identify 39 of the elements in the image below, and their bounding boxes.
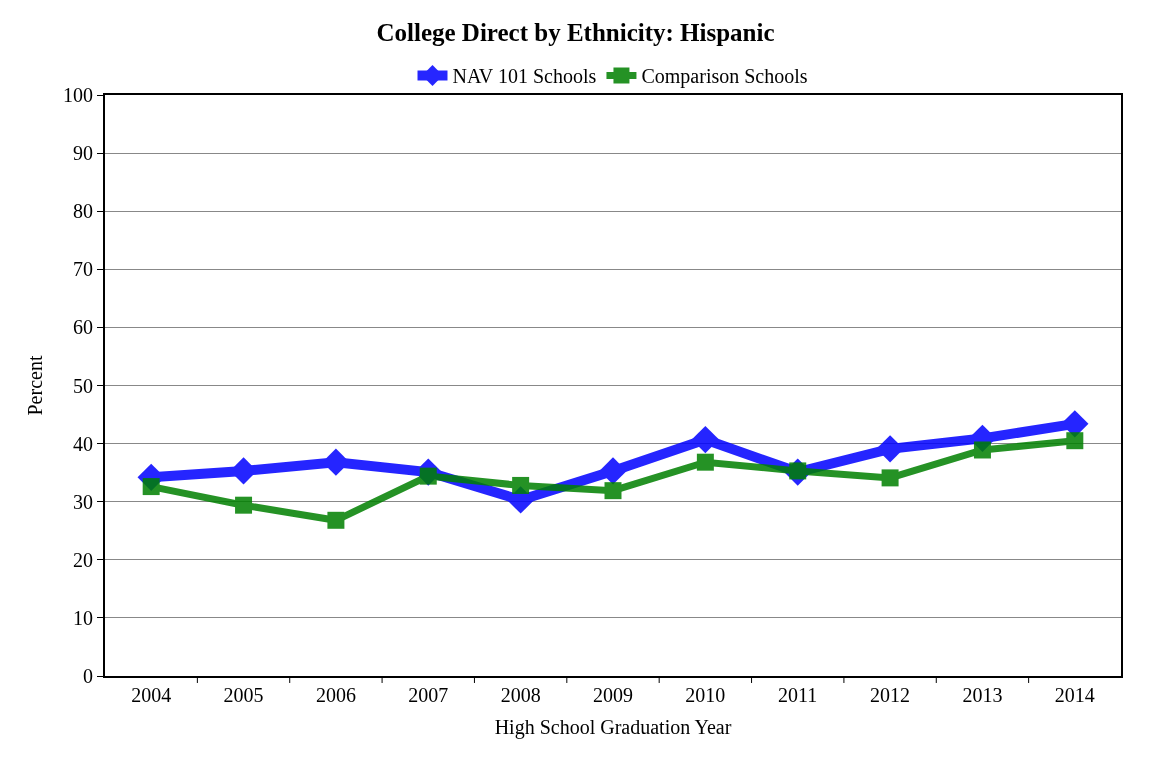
y-tick-label: 20 [73,548,93,571]
y-tick-label: 60 [73,316,93,339]
y-tick-label: 0 [83,665,93,687]
point [876,435,904,463]
x-tick-label: 2007 [408,684,449,706]
x-tick-label: 2004 [131,684,172,706]
x-tick-label: 2012 [870,684,911,706]
x-tick-label: 2010 [685,684,726,706]
x-tick-label: 2008 [500,684,541,706]
x-axis-title: High School Graduation Year [494,716,732,739]
x-tick-label: 2006 [315,684,356,706]
point [973,441,991,459]
y-tick-label: 50 [73,374,93,397]
point [604,482,622,500]
point [599,457,627,485]
point [1066,432,1084,450]
point [691,425,720,454]
y-axis-title: Percent [24,355,46,416]
x-tick-label: 2005 [223,684,264,706]
chart-title: College Direct by Ethnicity: Hispanic [376,18,775,46]
y-tick-label: 90 [73,142,93,165]
y-tick-label: 70 [73,258,93,281]
point [327,511,345,529]
x-tick-label: 2009 [593,684,633,706]
x-tick-label: 2013 [962,684,1003,706]
x-tick-label: 2014 [1054,684,1095,706]
point [235,496,253,514]
point [881,469,899,487]
y-tick-label: 40 [73,432,93,455]
point [696,453,714,471]
y-tick-label: 10 [73,606,93,629]
y-tick-label: 80 [73,200,93,223]
point [142,478,160,496]
legend-label: NAV 101 Schools [452,65,597,88]
y-tick-label: 30 [73,490,93,513]
legend-label: Comparison Schools [641,65,808,89]
point [512,476,530,494]
y-tick-label: 100 [63,84,93,106]
x-tick-label: 2011 [778,684,818,706]
